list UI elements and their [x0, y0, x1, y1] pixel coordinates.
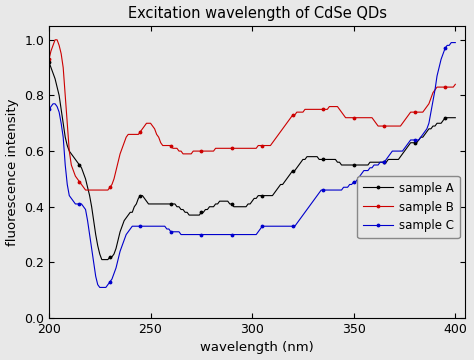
- Line: sample B: sample B: [46, 37, 458, 193]
- Legend: sample A, sample B, sample C: sample A, sample B, sample C: [357, 176, 460, 238]
- sample B: [87, 188, 92, 192]
- sample A: [196, 213, 202, 217]
- sample B: [453, 82, 458, 86]
- sample A: [46, 60, 52, 64]
- sample C: [48, 104, 54, 109]
- sample C: [219, 233, 225, 237]
- sample A: [48, 66, 54, 70]
- sample C: [448, 40, 454, 45]
- sample C: [268, 224, 273, 228]
- sample B: [52, 38, 58, 42]
- sample C: [420, 132, 426, 136]
- sample A: [82, 177, 88, 181]
- Line: sample C: sample C: [46, 40, 458, 290]
- sample C: [82, 207, 88, 212]
- Title: Excitation wavelength of CdSe QDs: Excitation wavelength of CdSe QDs: [128, 5, 387, 21]
- sample C: [453, 40, 458, 45]
- sample C: [46, 107, 52, 112]
- sample B: [270, 141, 275, 145]
- sample B: [48, 49, 54, 53]
- Line: sample A: sample A: [46, 60, 458, 262]
- sample A: [99, 257, 105, 262]
- sample A: [420, 135, 426, 139]
- sample B: [422, 107, 428, 112]
- sample A: [268, 193, 273, 198]
- sample A: [219, 199, 225, 203]
- sample B: [221, 146, 227, 150]
- sample C: [196, 233, 202, 237]
- sample C: [97, 285, 102, 289]
- sample B: [46, 57, 52, 62]
- Y-axis label: fluorescence intensity: fluorescence intensity: [6, 98, 18, 246]
- X-axis label: wavelength (nm): wavelength (nm): [201, 341, 314, 355]
- sample B: [199, 149, 204, 153]
- sample A: [453, 116, 458, 120]
- sample B: [82, 188, 88, 192]
